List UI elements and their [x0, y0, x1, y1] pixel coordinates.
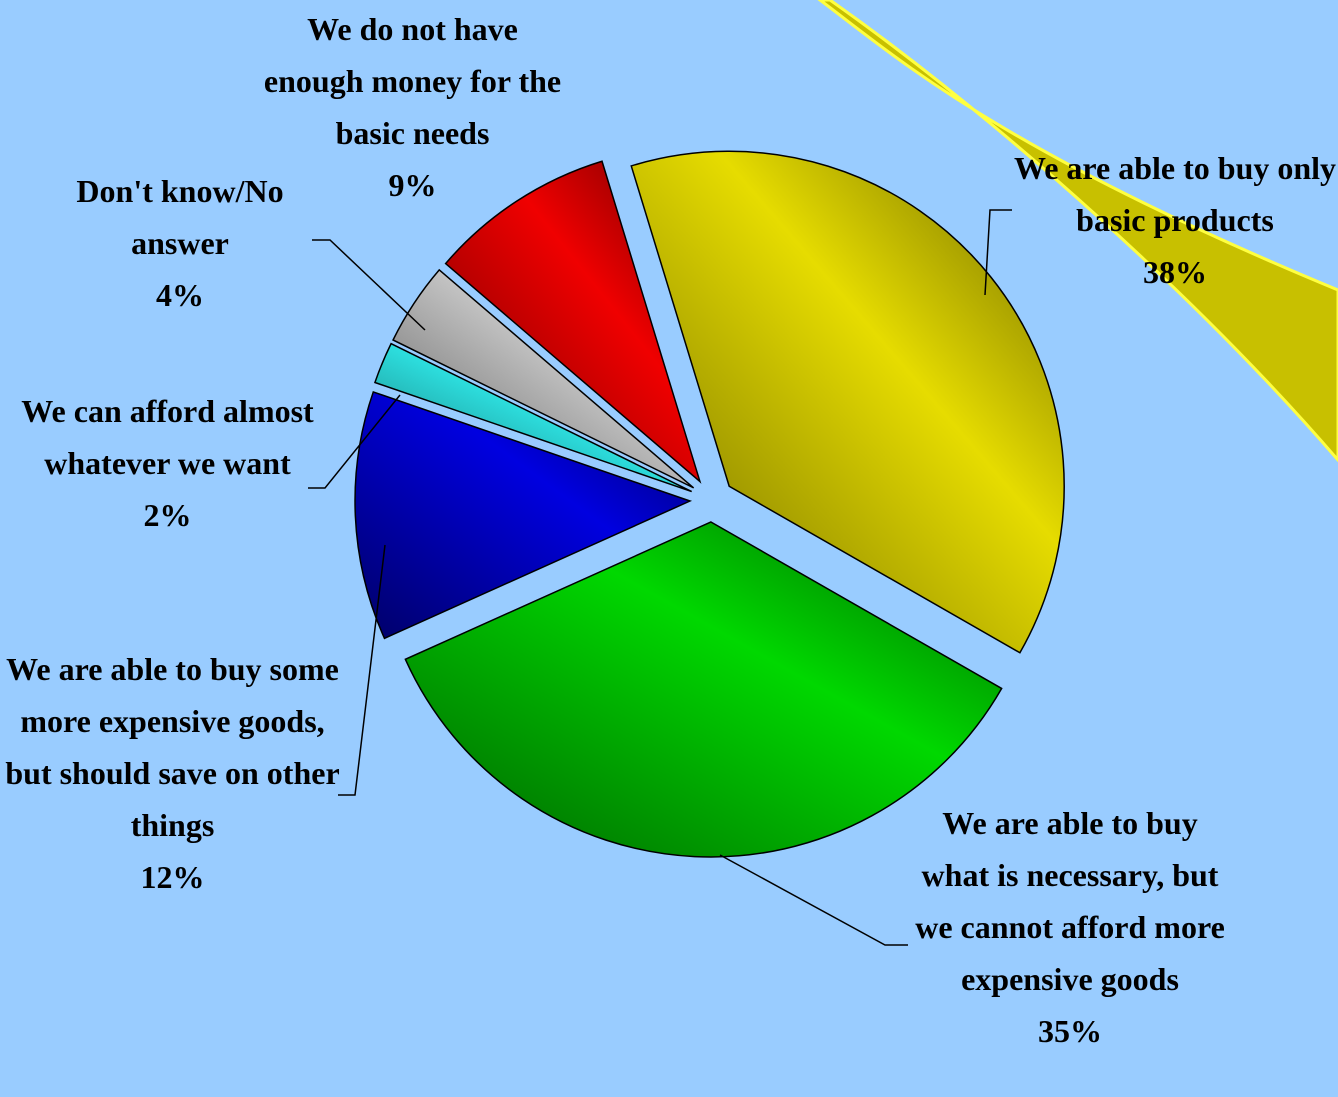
leader-line [312, 239, 426, 331]
pie [354, 150, 1065, 858]
value-label: 9% [388, 167, 437, 203]
slice-label: We do not have enough money for the basi… [255, 3, 570, 211]
pie-slice [630, 150, 1065, 654]
category-label: We are able to buy what is necessary, bu… [915, 805, 1225, 997]
value-label: 4% [156, 277, 204, 313]
category-label: We are able to buy some more expensive g… [5, 651, 340, 843]
category-label: We can afford almost whatever we want [21, 393, 314, 481]
leader-lines [308, 209, 1012, 946]
value-label: 2% [143, 497, 192, 533]
category-label: We do not have enough money for the basi… [263, 11, 562, 151]
leader-line [338, 544, 386, 796]
pie-slice [404, 521, 1003, 858]
leader-line [984, 209, 1012, 296]
value-label: 12% [140, 859, 205, 895]
value-label: 35% [1038, 1013, 1102, 1049]
slice-label: We are able to buy only basic products 38… [1010, 142, 1338, 298]
value-label: 38% [1143, 254, 1207, 290]
leader-line [308, 394, 401, 489]
leader-line [719, 854, 908, 946]
category-label: We are able to buy only basic products [1013, 150, 1337, 238]
slice-label: Don't know/No answer 4% [40, 165, 320, 321]
slice-label: We are able to buy some more expensive g… [5, 643, 340, 903]
pie-slice [392, 268, 695, 489]
slice-label: We are able to buy what is necessary, bu… [905, 797, 1235, 1057]
pie-slice [373, 342, 693, 493]
category-label: Don't know/No answer [76, 173, 284, 261]
slice-label: We can afford almost whatever we want 2% [20, 385, 315, 541]
pie-slice [444, 160, 702, 484]
